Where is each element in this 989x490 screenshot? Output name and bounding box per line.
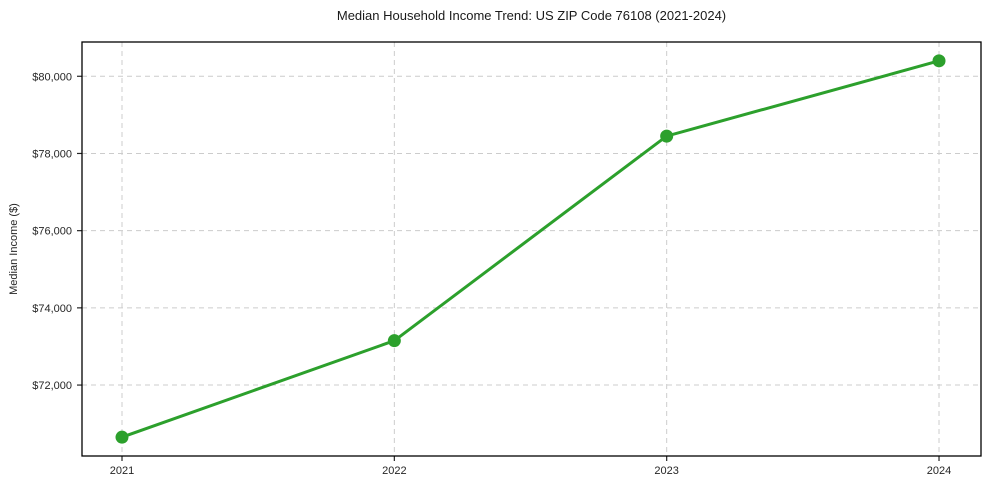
data-point-2024 bbox=[932, 54, 946, 68]
y-tick-label: $72,000 bbox=[32, 380, 72, 392]
data-point-2022 bbox=[387, 334, 401, 348]
trend-line bbox=[120, 59, 941, 439]
x-tick-label: 2022 bbox=[382, 465, 406, 477]
data-point-2023 bbox=[660, 129, 674, 143]
plot-border bbox=[81, 41, 982, 457]
y-tick-label: $76,000 bbox=[32, 226, 72, 238]
y-tick-label: $80,000 bbox=[32, 71, 72, 83]
y-tick-label: $74,000 bbox=[32, 303, 72, 315]
x-tick-label: 2021 bbox=[110, 465, 134, 477]
chart-title: Median Household Income Trend: US ZIP Co… bbox=[336, 8, 727, 23]
x-tick-label: 2024 bbox=[927, 465, 951, 477]
x-tick-label: 2023 bbox=[654, 465, 678, 477]
y-tick-label: $78,000 bbox=[32, 148, 72, 160]
data-point-2021 bbox=[115, 430, 129, 444]
